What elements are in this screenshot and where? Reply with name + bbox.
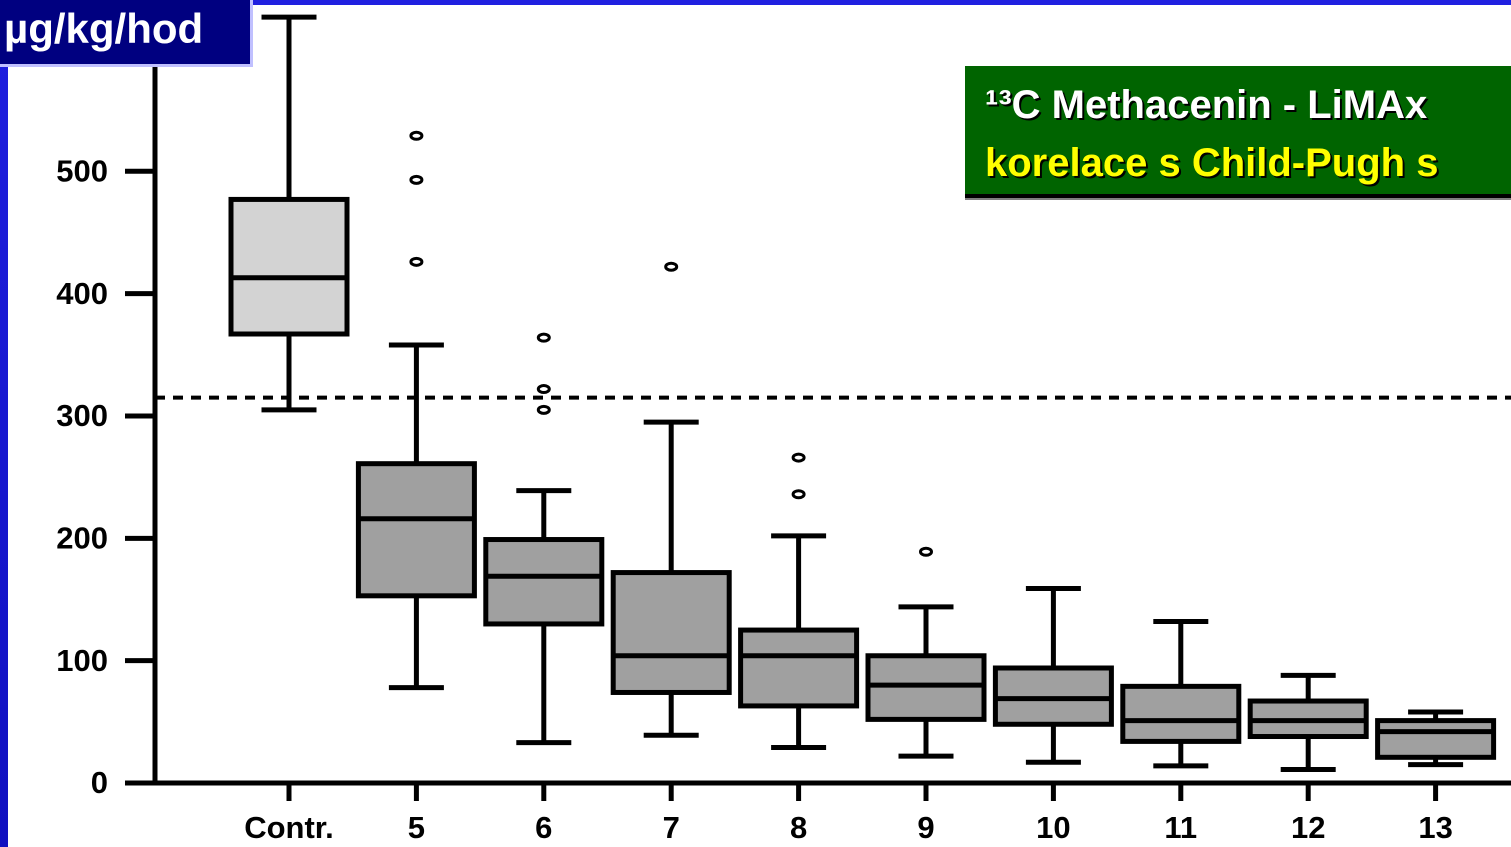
x-tick-label: 6 bbox=[535, 810, 552, 845]
box bbox=[738, 627, 860, 709]
y-tick-label: 300 bbox=[56, 398, 108, 433]
y-tick-label: 400 bbox=[56, 276, 108, 311]
box bbox=[1120, 683, 1242, 744]
outlier bbox=[664, 261, 679, 272]
x-tick-label: 12 bbox=[1291, 810, 1325, 845]
x-tick-label: Contr. bbox=[244, 810, 334, 845]
x-tick-label: 13 bbox=[1418, 810, 1452, 845]
y-tick-label: 100 bbox=[56, 643, 108, 678]
x-tick-label: 11 bbox=[1164, 810, 1197, 845]
x-tick-label: 8 bbox=[790, 810, 807, 845]
x-tick-label: 5 bbox=[408, 810, 425, 845]
y-tick-label: 500 bbox=[56, 153, 108, 188]
box bbox=[355, 461, 477, 599]
x-tick-label: 10 bbox=[1036, 810, 1070, 845]
frame bbox=[0, 0, 8, 847]
box bbox=[610, 570, 732, 695]
frame bbox=[0, 0, 1511, 5]
y-tick-label: 0 bbox=[91, 765, 108, 800]
title-line: ¹³C Methacenin - LiMAx bbox=[985, 83, 1428, 127]
y-tick-label: 200 bbox=[56, 521, 108, 556]
x-tick-label: 7 bbox=[663, 810, 680, 845]
x-tick-label: 9 bbox=[917, 810, 934, 845]
outlier bbox=[409, 174, 424, 185]
unit-label: µg/kg/hod bbox=[0, 0, 253, 67]
outlier bbox=[536, 332, 551, 343]
box bbox=[483, 537, 605, 627]
title-line: korelace s Child-Pugh s bbox=[985, 141, 1439, 185]
outlier bbox=[919, 546, 933, 557]
box bbox=[228, 196, 350, 337]
outlier bbox=[536, 404, 551, 415]
box bbox=[1375, 718, 1497, 760]
outlier bbox=[409, 256, 424, 267]
outlier bbox=[536, 384, 551, 395]
outlier bbox=[409, 130, 424, 141]
outlier bbox=[791, 452, 806, 463]
title-box: ¹³C Methacenin - LiMAx korelace s Child-… bbox=[965, 66, 1511, 198]
outlier bbox=[791, 489, 806, 500]
